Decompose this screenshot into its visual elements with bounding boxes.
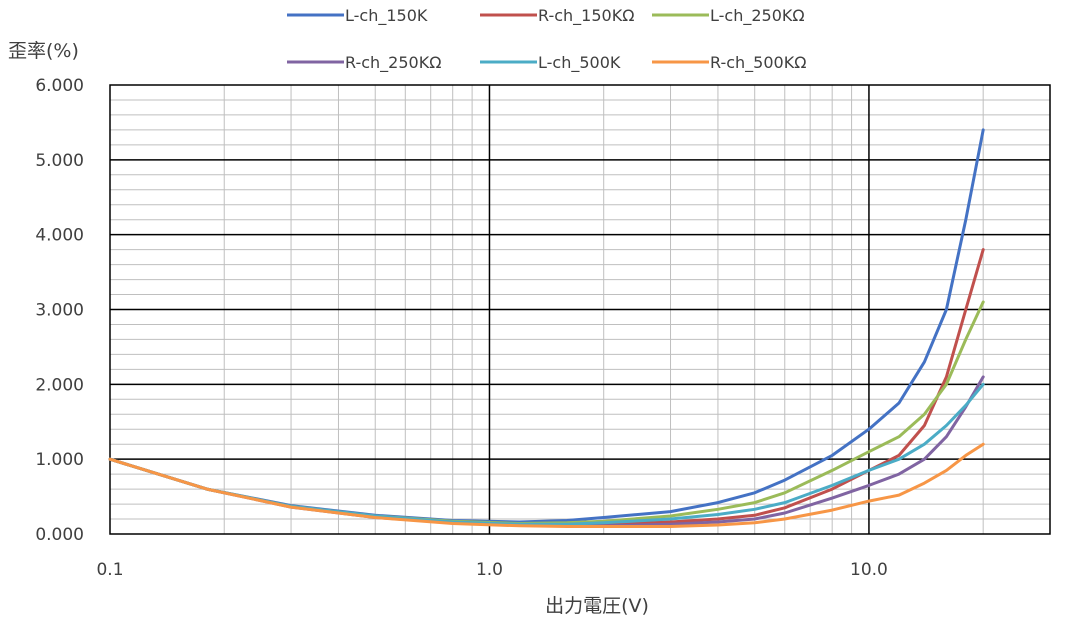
series-line-5	[108, 382, 985, 526]
legend-label: L-ch_500K	[538, 53, 621, 73]
x-tick-label: 1.0	[476, 560, 503, 580]
legend-label: R-ch_150KΩ	[538, 6, 634, 26]
legend-label: R-ch_250KΩ	[345, 53, 441, 73]
series-layer	[108, 128, 985, 528]
y-axis-label: 歪率(%)	[8, 40, 79, 62]
y-tick-label: 4.000	[35, 226, 84, 246]
y-tick-label: 1.000	[35, 450, 84, 470]
y-tick-label: 0.000	[35, 525, 84, 545]
y-tick-label: 6.000	[35, 76, 84, 96]
legend-label: L-ch_150K	[345, 6, 428, 26]
x-tick-labels: 0.1 1.0 10.0	[96, 560, 887, 580]
x-tick-label: 10.0	[850, 560, 888, 580]
legend-label: R-ch_500KΩ	[710, 53, 806, 73]
x-axis-label: 出力電圧(V)	[545, 595, 649, 617]
x-tick-label: 0.1	[96, 560, 123, 580]
y-tick-label: 5.000	[35, 151, 84, 171]
legend-label: L-ch_250KΩ	[710, 6, 805, 26]
legend: L-ch_150K R-ch_150KΩ L-ch_250KΩ R-ch_250KΩ L…	[287, 6, 806, 73]
series-line-2	[108, 248, 985, 527]
series-line-1	[108, 128, 985, 524]
y-tick-label: 2.000	[35, 375, 84, 395]
plot-frame	[109, 84, 1051, 535]
y-tick-labels: 0.000 1.000 2.000 3.000 4.000 5.000 6.000	[35, 76, 84, 545]
series-line-6	[108, 442, 985, 528]
y-tick-label: 3.000	[35, 301, 84, 321]
